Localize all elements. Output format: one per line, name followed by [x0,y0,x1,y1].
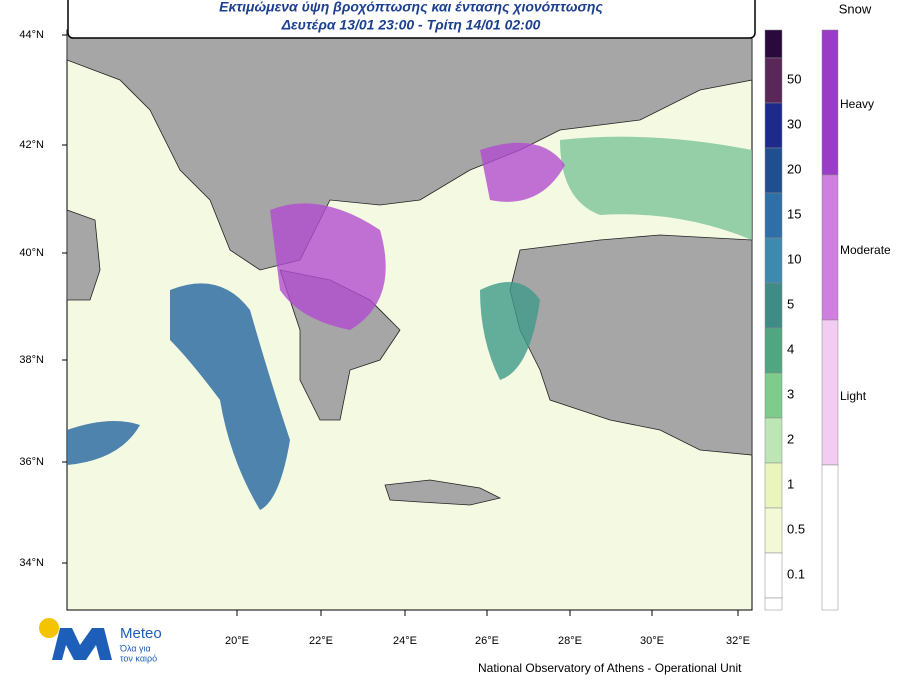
subtitle: Δευτέρα 13/01 23:00 - Τρίτη 14/01 02:00 [281,17,541,33]
color-swatch [764,282,783,329]
color-swatch [821,29,839,176]
logo-tagline: Όλα για [119,643,151,653]
title: Εκτιμώμενα ύψη βροχόπτωσης και έντασης χ… [219,0,603,15]
longitude-label: 24°E [393,635,417,647]
snow-legend: Heavy Moderate Light [821,29,891,611]
color-swatch [764,237,783,284]
rain-level-label: 2 [787,431,794,446]
snow-heavy-area [480,142,565,202]
color-swatch [764,57,783,104]
logo: Meteo Όλα για τον καιρό [39,618,162,663]
longitude-label: 32°E [726,635,750,647]
latitude-label: 42°N [19,139,44,151]
logo-name: Meteo [120,625,162,642]
rain-level-label: 10 [787,251,801,266]
color-swatch [764,372,783,419]
snow-title: Snow [839,1,872,16]
precip-west [67,421,140,465]
map [66,29,753,611]
rain-level-label: 15 [787,206,801,221]
color-swatch [764,192,783,239]
color-swatch [821,319,839,466]
color-swatch [764,462,783,509]
color-swatch [764,417,783,464]
logo-tagline: τον καιρό [120,653,157,663]
rain-level-label: 20 [787,161,801,176]
rain-level-label: 4 [787,341,794,356]
title-box [67,0,756,39]
land-crete [384,479,502,506]
longitude-label: 28°E [558,635,582,647]
rain-legend: 50 30 20 15 10 5 4 3 2 1 0.5 0.1 [764,29,805,611]
latitude-label: 38°N [19,354,44,366]
rain-level-label: 3 [787,386,794,401]
precip-aegean [480,282,540,380]
color-swatch [764,29,783,59]
color-swatch [764,552,783,599]
longitude-label: 26°E [475,635,499,647]
longitude-label: 20°E [225,635,249,647]
latitude-label: 34°N [19,557,44,569]
land-italy [66,209,101,301]
color-swatch [764,147,783,194]
snow-level-label: Heavy [840,97,874,111]
rain-level-label: 50 [787,71,801,86]
snow-heavy-area [270,203,386,330]
color-swatch [764,102,783,149]
latitude-label: 36°N [19,456,44,468]
logo-sun [39,618,59,638]
color-swatch [764,507,783,554]
color-swatch [764,327,783,374]
longitude-label: 22°E [309,635,333,647]
latitude-label: 40°N [19,247,44,259]
color-swatch [764,597,783,611]
snow-level-label: Moderate [840,243,891,257]
rain-level-label: 5 [787,296,794,311]
logo-mark [52,628,112,660]
latitude-label: 44°N [19,29,44,41]
land-north [66,29,753,271]
color-swatch [821,464,839,611]
precip-ionian [170,283,290,510]
precip-blacksea [560,136,752,240]
rain-level-label: 0.1 [787,566,805,581]
snow-level-label: Light [840,389,867,403]
longitude-labels: 20°E 22°E 24°E 26°E 28°E 30°E 32°E [225,610,750,647]
color-swatch [821,174,839,321]
latitude-labels: 44°N 42°N 40°N 38°N 36°N 34°N [19,29,67,569]
rain-level-label: 30 [787,116,801,131]
longitude-label: 30°E [640,635,664,647]
rain-level-label: 1 [787,476,794,491]
footer: National Observatory of Athens - Operati… [478,661,742,675]
rain-level-label: 0.5 [787,521,805,536]
